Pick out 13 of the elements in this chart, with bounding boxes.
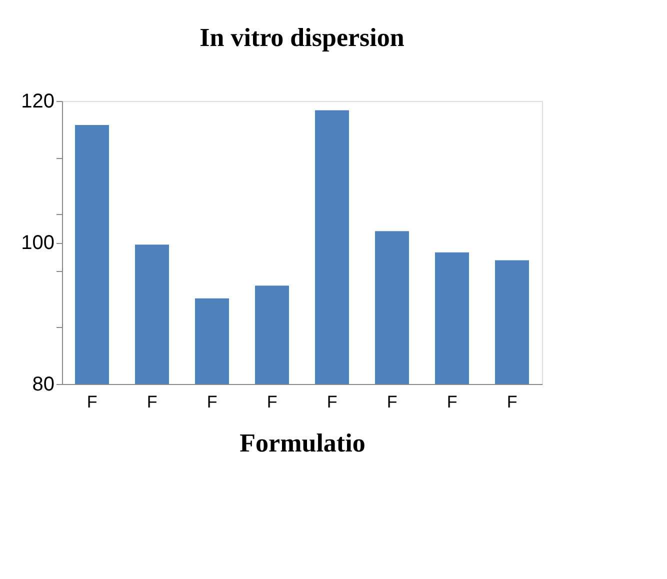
- x-tick-label: F: [506, 392, 518, 412]
- x-tick-label: F: [266, 392, 278, 412]
- x-tick-label: F: [86, 392, 98, 412]
- x-axis-title: Formulatio: [240, 428, 366, 458]
- x-tick-label: F: [326, 392, 338, 412]
- y-tick-label: 80: [32, 374, 54, 396]
- y-tick-label: 100: [21, 232, 54, 254]
- x-tick-label: F: [206, 392, 218, 412]
- x-tick-label: F: [446, 392, 458, 412]
- x-tick-label: F: [146, 392, 158, 412]
- chart-title: In vitro dispersion: [200, 23, 405, 52]
- y-tick-label: 120: [21, 90, 54, 112]
- x-tick-label: F: [386, 392, 398, 412]
